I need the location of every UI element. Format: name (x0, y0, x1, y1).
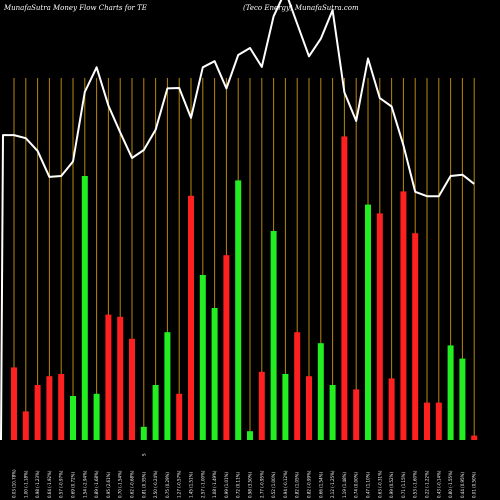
x-tick-label: 0.75 (0.29%) (165, 472, 170, 498)
x-tick-label: 0.71 (1.15%) (401, 472, 406, 498)
x-tick-label: 0.03 (10.78%) (12, 469, 17, 498)
x-tick-label: 1.00 (-1.18%) (23, 470, 28, 498)
x-axis-tick-labels: 0.03 (10.78%) 1.00 (-1.18%) 0.98 (-1.23%) 0… (12, 453, 477, 498)
inflow-bar (329, 385, 336, 440)
x-tick-label: 0.64 (-1.92%) (47, 470, 52, 498)
outflow-bar (22, 411, 29, 440)
x-tick-label: 0.53 (-1.60%) (413, 470, 418, 498)
money-flow-bars (11, 136, 478, 440)
inflow-bar (81, 176, 88, 440)
x-tick-label: 2.77 (-0.95%) (259, 470, 264, 498)
x-tick-label-secondary: S (141, 453, 146, 456)
outflow-bar (412, 233, 419, 440)
x-tick-label: 0.82 (1.05%) (295, 472, 300, 498)
outflow-bar (341, 136, 348, 440)
outflow-bar (188, 195, 194, 440)
inflow-bar (247, 431, 253, 440)
inflow-bar (70, 396, 76, 440)
x-tick-label: 0.99 (0.52%) (389, 472, 394, 498)
inflow-bar (164, 332, 171, 440)
outflow-bar (376, 213, 383, 440)
x-tick-label: 0.99 (1.01%) (224, 472, 229, 498)
x-tick-label: 0.52 (1.00%) (271, 472, 276, 498)
x-tick-label: 1.19 (1.48%) (342, 472, 347, 498)
outflow-bar (11, 367, 17, 440)
x-tick-label: 0.80 (-1.55%) (448, 470, 453, 498)
x-tick-label: 2.57 (-1.00%) (200, 470, 205, 498)
x-tick-label: 2.50 (-0.24%) (153, 470, 158, 498)
x-tick-label: 0.63 (-0.31%) (377, 470, 382, 498)
x-tick-label: 0.74 (0.00%) (354, 472, 359, 498)
x-tick-label: 0.66 (1.54%) (318, 472, 323, 498)
x-tick-label: 0.01 (0.50%) (472, 472, 477, 498)
x-tick-label: 0.22 (-1.22%) (425, 470, 430, 498)
x-tick-label: 1.45 (1.51%) (189, 472, 194, 498)
x-tick-label: 0.94 (-0.12%) (283, 470, 288, 498)
outflow-bar (46, 376, 53, 440)
outflow-bar (306, 376, 312, 440)
outflow-bar (400, 191, 407, 440)
inflow-bar (270, 231, 277, 440)
outflow-bar (424, 402, 430, 440)
inflow-bar (282, 374, 289, 440)
x-tick-label: 1.27 (-0.57%) (177, 470, 182, 498)
x-tick-label: 0.95 (2.61%) (106, 472, 111, 498)
price-trend-line (0, 0, 475, 441)
inflow-bar (235, 180, 242, 440)
inflow-bar (365, 204, 371, 440)
x-tick-label: 1.08 (-1.49%) (212, 470, 217, 498)
inflow-bar (152, 385, 159, 440)
outflow-bar (129, 338, 135, 440)
x-tick-label: 0.44 (0.95%) (460, 472, 465, 498)
x-tick-label: 0.62 (-0.68%) (130, 470, 135, 498)
inflow-bar (140, 426, 147, 440)
outflow-bar (471, 435, 478, 440)
x-tick-label: 0.70 (-1.54%) (118, 470, 123, 498)
chart-title: MunafaSutra Money Flow Charts for TE (3, 4, 147, 12)
x-tick-label: 0.69 (0.72%) (71, 472, 76, 498)
inflow-bar (199, 275, 206, 440)
outflow-bar (294, 332, 301, 440)
x-tick-label: 0.81 (0.35%) (141, 472, 146, 498)
outflow-bar (388, 378, 395, 440)
x-tick-label: 1.54 (-2.94%) (82, 470, 87, 498)
inflow-bar (459, 358, 466, 440)
x-tick-label: 0.98 (3.50%) (248, 472, 253, 498)
x-tick-label: 2.12 (-1.25%) (330, 470, 335, 498)
x-tick-label: 0.72 (0.11%) (236, 472, 241, 498)
outflow-bar (34, 385, 41, 440)
inflow-bar (317, 343, 324, 440)
x-tick-label: 0.47 (1.10%) (366, 472, 371, 498)
x-tick-label: 0.89 (-1.68%) (94, 470, 99, 498)
inflow-bar (447, 345, 454, 440)
outflow-bar (258, 371, 265, 440)
outflow-bar (435, 402, 442, 440)
inflow-bar (211, 308, 218, 440)
outflow-bar (58, 374, 65, 440)
inflow-bar (93, 393, 100, 440)
x-tick-label: 0.82 (-0.99%) (307, 470, 312, 498)
x-tick-label: 0.57 (-0.97%) (59, 470, 64, 498)
chart-subtitle: (Teco Energy) MunafaSutra.com (243, 4, 359, 12)
outflow-bar (176, 393, 183, 440)
outflow-bar (105, 314, 112, 440)
x-tick-label: 0.43 (-0.14%) (436, 470, 441, 498)
outflow-bar (223, 255, 230, 440)
outflow-bar (353, 389, 360, 440)
x-tick-label: 0.98 (-1.23%) (35, 470, 40, 498)
outflow-bar (117, 316, 124, 440)
